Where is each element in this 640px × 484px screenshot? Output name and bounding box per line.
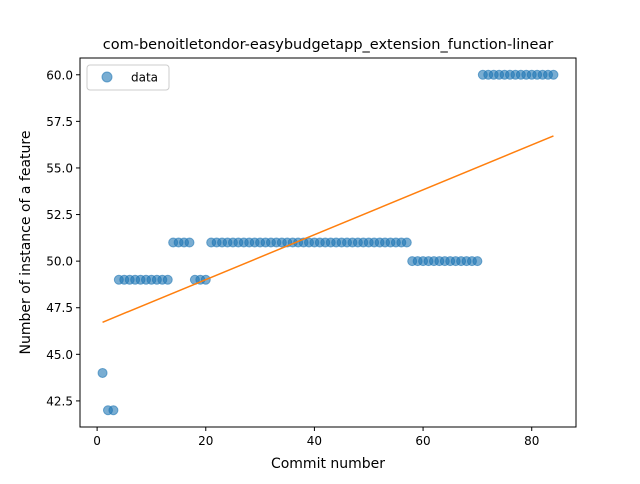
x-tick-label: 0: [93, 434, 101, 448]
x-tick-label: 20: [198, 434, 213, 448]
x-tick-label: 60: [415, 434, 430, 448]
legend-label-data: data: [131, 71, 158, 85]
x-axis-label: Commit number: [271, 456, 385, 472]
data-point: [548, 69, 559, 80]
y-tick-label: 50.0: [46, 255, 73, 269]
plot-layer: [97, 69, 559, 416]
data-point: [162, 274, 173, 285]
legend: data: [86, 64, 170, 91]
data-point: [97, 367, 108, 378]
data-point: [184, 237, 195, 248]
y-axis-ticks: 42.5 45.0 47.5 50.0 52.5 55.0 57.5 60.0: [46, 68, 80, 408]
y-axis-label: Number of instance of a feature: [18, 131, 34, 355]
y-tick-label: 55.0: [46, 161, 73, 175]
y-tick-label: 47.5: [46, 301, 73, 315]
plot-frame: [79, 57, 577, 428]
y-tick-label: 57.5: [46, 115, 73, 129]
fit-line: [102, 135, 554, 323]
legend-marker-data: [101, 71, 113, 83]
y-tick-label: 45.0: [46, 348, 73, 362]
chart-title: com-benoitletondor-easybudgetapp_extensi…: [103, 37, 553, 53]
data-point: [401, 237, 412, 248]
x-tick-label: 40: [307, 434, 322, 448]
data-point: [472, 256, 483, 267]
x-axis-ticks: 0 20 40 60 80: [93, 427, 539, 448]
legend-box: [86, 64, 170, 91]
y-tick-label: 60.0: [46, 68, 73, 82]
data-point: [108, 405, 119, 416]
x-tick-label: 80: [524, 434, 539, 448]
y-tick-label: 52.5: [46, 208, 73, 222]
y-tick-label: 42.5: [46, 394, 73, 408]
